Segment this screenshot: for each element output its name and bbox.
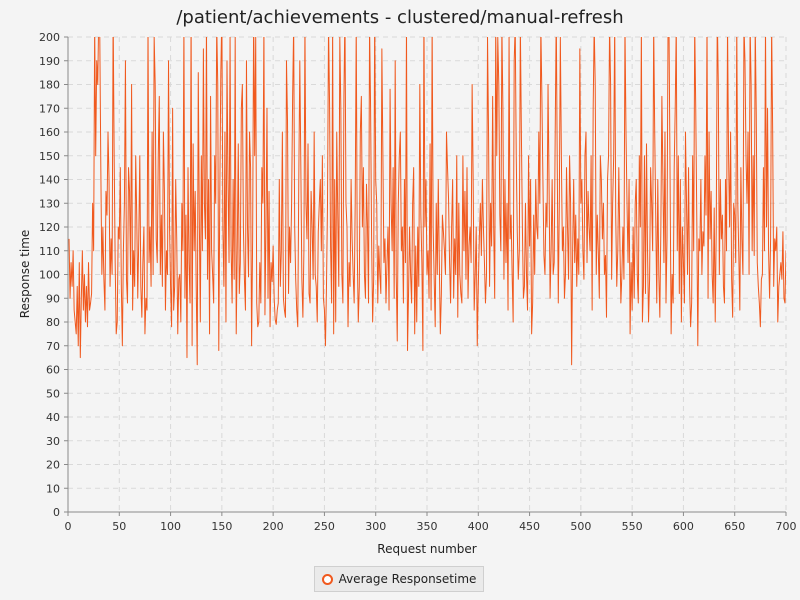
legend: Average Responsetime [314,566,484,592]
y-tick-label: 0 [53,506,60,519]
y-tick-label: 200 [39,31,60,44]
series-line [68,37,786,366]
y-tick-label: 160 [39,126,60,139]
y-tick-label: 10 [46,482,60,495]
y-tick-label: 30 [46,435,60,448]
y-tick-label: 50 [46,387,60,400]
x-tick-label: 50 [112,520,126,533]
x-tick-label: 500 [570,520,591,533]
x-tick-label: 150 [211,520,232,533]
y-tick-label: 150 [39,150,60,163]
y-tick-label: 100 [39,269,60,282]
x-tick-label: 250 [314,520,335,533]
y-tick-label: 80 [46,316,60,329]
x-tick-label: 0 [65,520,72,533]
x-tick-label: 700 [776,520,797,533]
y-tick-label: 130 [39,197,60,210]
x-tick-label: 400 [468,520,489,533]
x-tick-label: 650 [724,520,745,533]
y-tick-label: 20 [46,459,60,472]
y-tick-label: 90 [46,292,60,305]
y-tick-label: 140 [39,174,60,187]
x-tick-label: 550 [622,520,643,533]
chart-title: /patient/achievements - clustered/manual… [176,7,623,28]
x-tick-label: 300 [365,520,386,533]
x-tick-label: 600 [673,520,694,533]
y-tick-label: 110 [39,245,60,258]
y-tick-label: 180 [39,79,60,92]
y-tick-label: 70 [46,340,60,353]
y-tick-label: 60 [46,364,60,377]
ticks: 0 10 20 30 40 50 60 70 80 90 100 110 120 130 140 150 160… [39,31,797,533]
y-tick-label: 170 [39,102,60,115]
y-axis-label: Response time [18,230,32,319]
legend-label: Average Responsetime [338,572,477,586]
x-tick-label: 200 [263,520,284,533]
x-axis-label: Request number [377,542,476,556]
legend-marker-icon [321,573,333,585]
y-tick-label: 190 [39,55,60,68]
x-tick-label: 350 [417,520,438,533]
x-tick-label: 450 [519,520,540,533]
y-tick-label: 120 [39,221,60,234]
y-tick-label: 40 [46,411,60,424]
x-tick-label: 100 [160,520,181,533]
